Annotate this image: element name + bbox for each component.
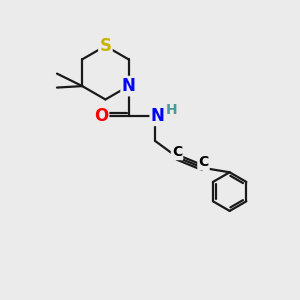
Text: N: N bbox=[122, 77, 136, 95]
Text: O: O bbox=[94, 107, 108, 125]
Text: C: C bbox=[198, 155, 208, 170]
Text: S: S bbox=[99, 37, 111, 55]
Text: C: C bbox=[172, 145, 182, 159]
Text: N: N bbox=[151, 107, 165, 125]
Text: H: H bbox=[166, 103, 178, 118]
